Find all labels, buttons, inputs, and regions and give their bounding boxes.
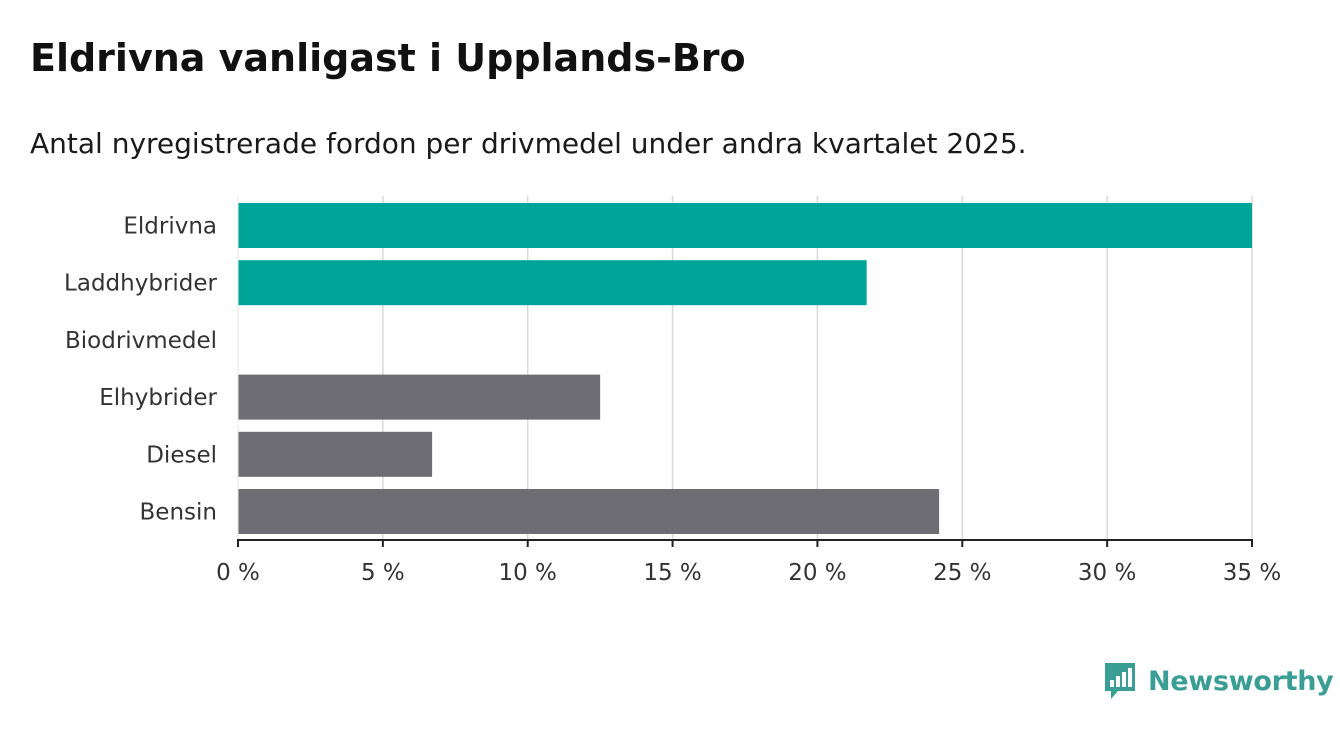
bar-bensin bbox=[238, 489, 940, 534]
category-labels: Eldrivna Laddhybrider Biodrivmedel Elhybrid… bbox=[64, 214, 217, 526]
bar-chart: Eldrivna Laddhybrider Biodrivmedel Elhybrid… bbox=[64, 196, 1281, 586]
category-label-laddhybrider: Laddhybrider bbox=[64, 271, 217, 297]
brand-logo: Newsworthy bbox=[1102, 660, 1334, 702]
bar-elhybrider bbox=[238, 374, 601, 420]
x-tick-label-6: 30 % bbox=[1078, 560, 1136, 586]
bar-chart-speech-bubble-icon bbox=[1105, 663, 1135, 699]
x-tick-label-3: 15 % bbox=[643, 560, 701, 586]
x-tick-label-2: 10 % bbox=[498, 560, 556, 586]
x-tick-label-1: 5 % bbox=[361, 560, 405, 586]
bars bbox=[238, 203, 1252, 534]
category-label-biodrivmedel: Biodrivmedel bbox=[65, 328, 217, 354]
chart-subtitle: Antal nyregistrerade fordon per drivmede… bbox=[30, 127, 1027, 160]
category-label-diesel: Diesel bbox=[146, 442, 217, 468]
grid-lines bbox=[382, 196, 1253, 540]
category-label-eldrivna: Eldrivna bbox=[123, 214, 217, 240]
x-axis: 0 % 5 % 10 % 15 % 20 % 25 % 30 % 35 % bbox=[216, 196, 1281, 586]
x-tick-label-7: 35 % bbox=[1223, 560, 1281, 586]
brand-name: Newsworthy bbox=[1148, 665, 1334, 697]
x-tick-label-5: 25 % bbox=[933, 560, 991, 586]
bar-laddhybrider bbox=[238, 260, 867, 306]
x-tick-label-4: 20 % bbox=[788, 560, 846, 586]
category-label-bensin: Bensin bbox=[140, 500, 217, 526]
bar-diesel bbox=[238, 431, 433, 477]
bar-eldrivna bbox=[238, 203, 1252, 248]
chart-title: Eldrivna vanligast i Upplands-Bro bbox=[30, 36, 746, 80]
x-tick-label-0: 0 % bbox=[216, 560, 260, 586]
category-label-elhybrider: Elhybrider bbox=[99, 385, 217, 411]
